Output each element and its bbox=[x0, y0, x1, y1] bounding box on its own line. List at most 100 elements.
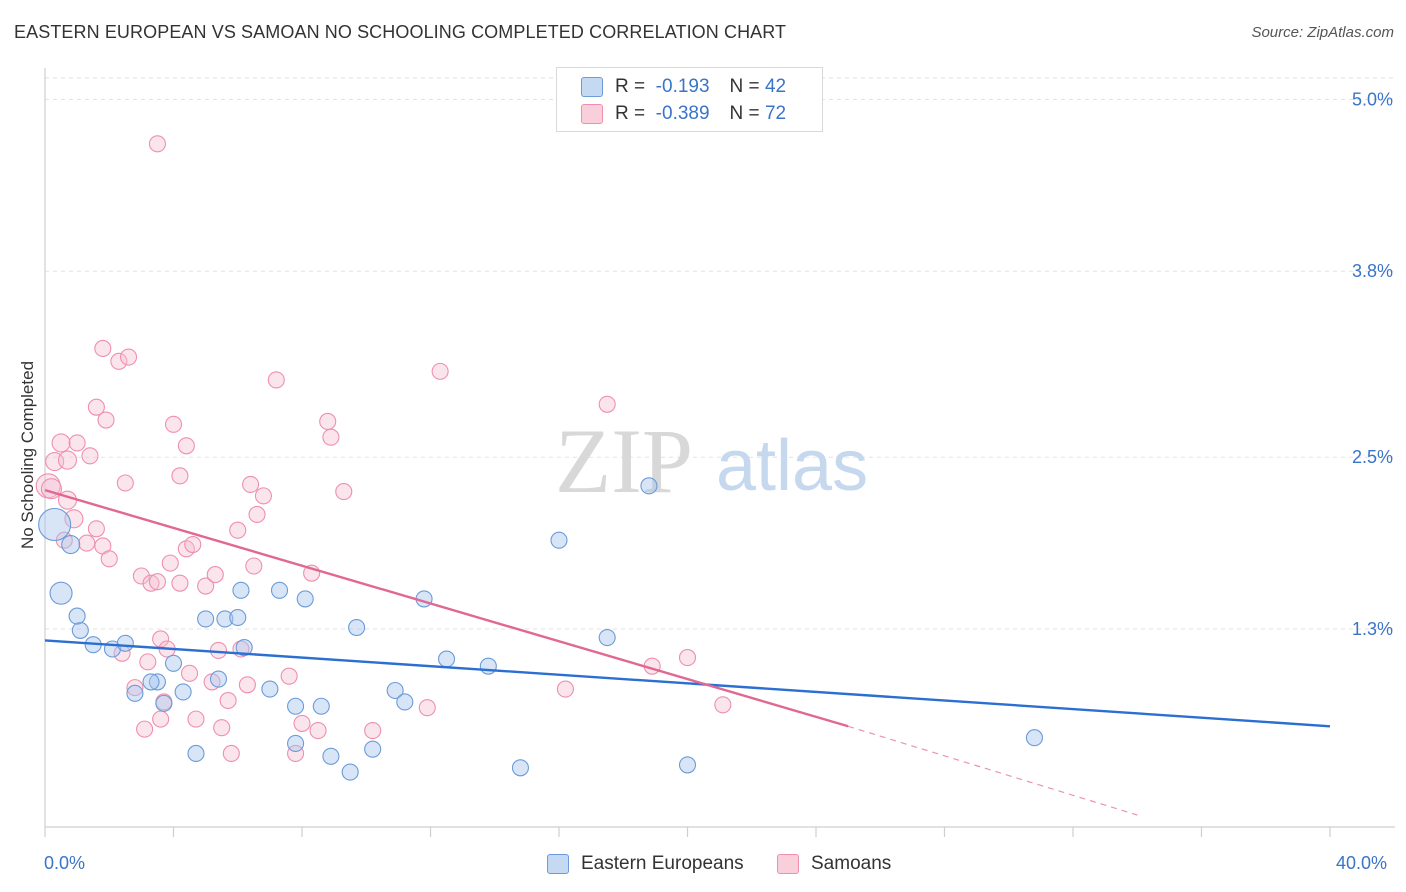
x-tick-max: 40.0% bbox=[1336, 853, 1388, 873]
eastern-point bbox=[216, 610, 234, 628]
samoan-point bbox=[119, 348, 138, 366]
eastern-point bbox=[270, 581, 289, 599]
samoan-point bbox=[222, 744, 240, 763]
eastern-point bbox=[261, 680, 279, 698]
samoan-point bbox=[94, 339, 112, 358]
eastern-point bbox=[322, 747, 340, 765]
eastern-point bbox=[187, 744, 205, 763]
y-tick-label: 2.5% bbox=[1352, 447, 1393, 467]
eastern-point bbox=[511, 759, 530, 777]
bottom-legend-swatch-samoan bbox=[777, 854, 799, 874]
samoan-point bbox=[40, 478, 62, 500]
eastern-point bbox=[197, 610, 215, 628]
samoan-point bbox=[171, 467, 189, 485]
samoan-point bbox=[81, 447, 99, 465]
y-tick-labels: 1.3% 2.5% 3.8% 5.0% bbox=[1352, 89, 1393, 638]
samoan-point bbox=[164, 415, 183, 433]
eastern-point bbox=[71, 621, 89, 639]
samoan-point bbox=[142, 574, 160, 592]
eastern-point bbox=[287, 697, 305, 715]
samoan-point bbox=[136, 720, 154, 738]
eastern-point bbox=[229, 608, 247, 627]
samoan-point bbox=[335, 483, 353, 501]
eastern-point bbox=[640, 477, 658, 495]
eastern-point bbox=[296, 590, 314, 608]
samoan-point bbox=[219, 691, 237, 710]
samoan-point bbox=[87, 520, 105, 538]
eastern-point bbox=[232, 581, 250, 599]
watermark-atlas: atlas bbox=[716, 426, 868, 506]
y-tick-label: 3.8% bbox=[1352, 261, 1393, 281]
samoan-point bbox=[148, 573, 166, 591]
bottom-legend-eastern: Eastern Europeans bbox=[547, 851, 744, 877]
samoan-point bbox=[161, 554, 179, 572]
eastern-point bbox=[678, 756, 697, 774]
eastern-point bbox=[155, 694, 173, 712]
samoan-point bbox=[364, 722, 382, 740]
chart-title: EASTERN EUROPEAN VS SAMOAN NO SCHOOLING … bbox=[14, 22, 787, 42]
samoan-point bbox=[110, 352, 128, 370]
eastern-point bbox=[1025, 729, 1043, 747]
eastern-point bbox=[386, 681, 404, 700]
legend-n-value: 72 bbox=[764, 103, 787, 124]
y-tick-label: 5.0% bbox=[1352, 89, 1393, 109]
samoan-point bbox=[309, 722, 327, 740]
samoan-point bbox=[678, 649, 697, 667]
legend-n-label: N = bbox=[729, 103, 760, 124]
samoan-point bbox=[598, 395, 616, 413]
y-tick-label: 1.3% bbox=[1352, 619, 1393, 639]
samoan-point bbox=[139, 653, 157, 671]
samoan-point bbox=[116, 474, 134, 492]
eastern-point bbox=[126, 684, 144, 702]
samoan-point bbox=[267, 371, 285, 389]
eastern-point bbox=[550, 531, 568, 549]
eastern-point bbox=[142, 673, 160, 691]
samoan-point bbox=[322, 428, 340, 446]
eastern-point bbox=[341, 763, 359, 781]
samoan-point bbox=[187, 710, 205, 728]
eastern-point bbox=[49, 581, 73, 605]
samoan-point bbox=[287, 744, 305, 763]
eastern-point bbox=[116, 634, 134, 652]
bottom-legend-label-eastern: Eastern Europeans bbox=[581, 853, 744, 874]
eastern-point bbox=[287, 734, 305, 752]
grid-lines bbox=[45, 77, 1395, 630]
samoan-point bbox=[280, 667, 298, 685]
axes bbox=[44, 68, 1395, 837]
source-label: Source: ZipAtlas.com bbox=[1251, 24, 1394, 41]
samoan-point bbox=[64, 509, 84, 529]
samoan-point bbox=[181, 664, 199, 682]
eastern-point bbox=[164, 654, 183, 672]
eastern-point bbox=[148, 673, 166, 691]
y-axis-label: No Schooling Completed bbox=[18, 360, 37, 550]
samoan-point bbox=[57, 450, 78, 470]
eastern-point bbox=[312, 697, 330, 715]
samoan-point bbox=[97, 411, 115, 429]
eastern-point bbox=[396, 693, 414, 711]
legend-r-label: R = bbox=[615, 76, 646, 97]
eastern-point bbox=[598, 628, 616, 647]
samoan-point bbox=[51, 433, 71, 453]
data-points bbox=[35, 135, 1043, 781]
eastern-point bbox=[68, 607, 86, 625]
samoan-point bbox=[68, 434, 86, 452]
samoan-point bbox=[213, 719, 231, 737]
legend-r-value: -0.193 bbox=[655, 76, 710, 97]
samoan-point bbox=[197, 577, 215, 595]
legend-swatch-samoan bbox=[581, 104, 603, 124]
samoan-point bbox=[78, 534, 96, 552]
samoan-point bbox=[254, 487, 273, 505]
samoan-point bbox=[556, 680, 574, 698]
legend-r-label: R = bbox=[615, 103, 646, 124]
samoan-point bbox=[126, 679, 144, 697]
trend-lines bbox=[44, 488, 1331, 816]
samoan-point bbox=[238, 676, 256, 694]
samoan-point bbox=[245, 557, 263, 575]
eastern-point bbox=[364, 740, 382, 758]
eastern-point bbox=[348, 618, 366, 637]
samoan-trendline bbox=[44, 488, 849, 728]
eastern-point bbox=[38, 507, 72, 542]
samoan-point bbox=[87, 398, 105, 416]
samoan-point bbox=[418, 699, 436, 717]
